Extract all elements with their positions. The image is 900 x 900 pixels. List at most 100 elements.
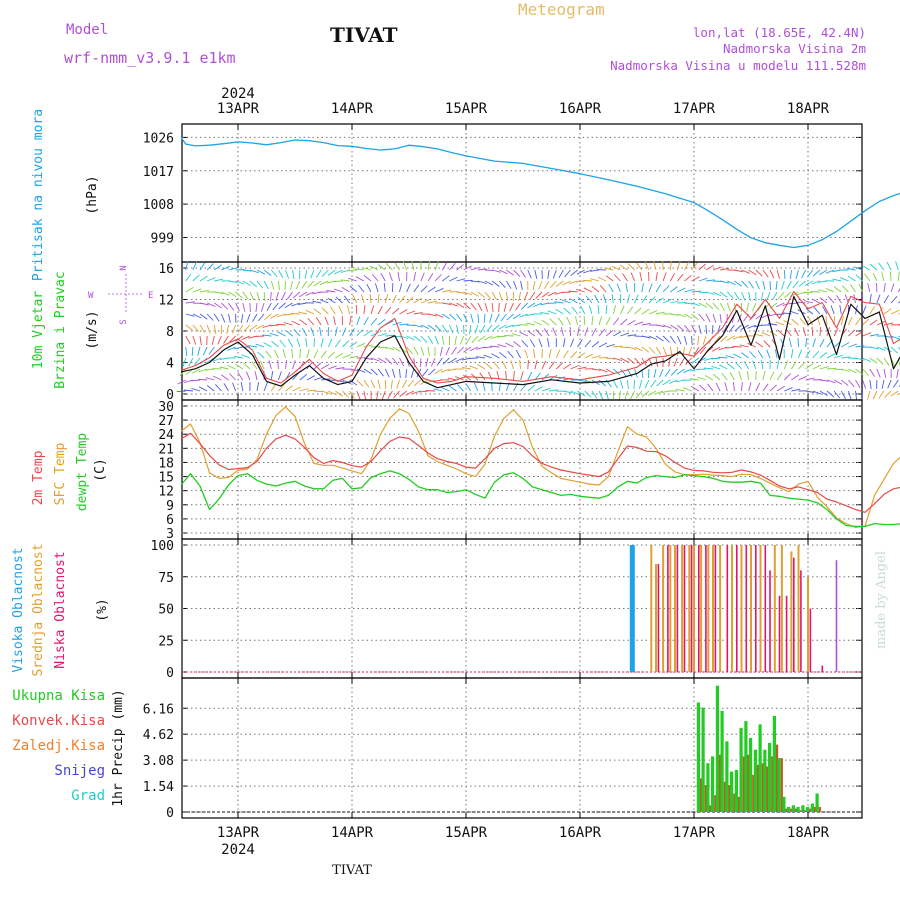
wind-barb — [541, 387, 551, 392]
mid-cloud-bar — [797, 545, 800, 672]
wind-barb — [634, 307, 642, 315]
wind-barb — [462, 374, 472, 381]
wind-barb — [282, 349, 286, 359]
wind-barb — [520, 383, 527, 392]
wind-barb — [255, 335, 265, 337]
wind-barb — [812, 269, 821, 277]
date-label-top: 13APR — [217, 101, 260, 117]
wind-barb — [683, 368, 692, 374]
wind-barb — [869, 294, 872, 304]
wind-barb — [668, 357, 671, 367]
wind-barb — [648, 296, 656, 304]
wind-barb — [568, 290, 578, 293]
wind-barb — [677, 313, 687, 318]
wind-barb — [213, 324, 217, 334]
wind-barb — [754, 333, 763, 337]
wind-barb — [194, 357, 201, 366]
wind-barb — [719, 302, 726, 312]
top-date-labels: 13APR 14APR 15APR 16APR 17APR 18APR — [217, 101, 830, 117]
wind-barb — [301, 327, 308, 337]
total-precip-bar — [725, 741, 729, 812]
total-precip-bar — [734, 769, 738, 812]
date-label-top: 18APR — [787, 101, 830, 117]
mid-cloud-bar — [807, 576, 809, 673]
wind-barb — [726, 291, 734, 299]
wind-barb — [897, 271, 900, 282]
wind-barb — [249, 291, 255, 301]
wind-barb — [305, 291, 315, 296]
station-elevation: Nadmorska Visina 2m — [723, 41, 866, 56]
wind-barb — [819, 297, 828, 304]
date-label-bottom: 16APR — [559, 825, 602, 841]
wind-barb — [412, 390, 422, 395]
wind-barb — [833, 327, 839, 337]
wind-barb — [226, 324, 229, 334]
wind-barb — [483, 354, 493, 359]
wind-barb — [477, 280, 487, 285]
date-label-top: 17APR — [673, 101, 716, 117]
wind-barb — [249, 302, 251, 313]
wind-barb — [448, 324, 454, 334]
wind-barb — [876, 368, 881, 378]
wind-barb — [296, 338, 301, 348]
legend-frozen-precip: Zaledj.Kisa — [12, 738, 105, 754]
wind-barb — [897, 287, 900, 293]
wind-barb — [491, 269, 501, 273]
total-precip-bar — [753, 749, 757, 812]
low-cloud-bar — [667, 545, 669, 672]
wind-barb — [241, 354, 251, 359]
y-tick-label: 4 — [166, 357, 174, 372]
wind-barb — [538, 338, 543, 348]
wind-barb — [385, 346, 394, 351]
wind-barb — [561, 299, 571, 304]
y-tick-label: 24 — [158, 428, 174, 443]
wind-barb — [463, 346, 472, 353]
wind-barb — [255, 302, 258, 312]
wind-barb — [490, 345, 500, 348]
wind-barb — [679, 357, 685, 366]
wind-barb — [263, 382, 268, 392]
y-tick-label: 12 — [158, 294, 174, 309]
pressure-axis-title: Pritisak na nivou mora — [31, 109, 46, 281]
wind-barb — [718, 356, 728, 359]
wind-barb — [456, 278, 466, 282]
wind-barb — [761, 313, 771, 319]
wind-barb — [659, 368, 664, 378]
wind-barb — [769, 384, 777, 392]
wind-barb — [819, 326, 822, 337]
t2m-line — [180, 432, 900, 513]
wind-barb — [555, 308, 564, 315]
mid-cloud-bar — [693, 545, 695, 672]
wind-barb — [465, 335, 472, 344]
wind-barb — [413, 379, 422, 387]
wind-barb — [704, 375, 714, 381]
wind-barb — [846, 267, 856, 271]
wind-barb — [691, 335, 693, 346]
wind-barb — [683, 387, 692, 392]
wind-barb — [307, 280, 315, 288]
wind-barb — [728, 324, 735, 333]
wind-barb — [396, 379, 400, 389]
wind-barb — [356, 390, 361, 400]
temp-unit: (C) — [93, 458, 108, 481]
low-cloud-bar — [785, 595, 788, 672]
wind-barb — [548, 349, 552, 359]
y-tick-label: 0 — [166, 666, 174, 681]
wind-barb — [260, 302, 265, 312]
wind-barb — [471, 335, 479, 344]
mid-cloud-bar — [655, 564, 657, 672]
wind-barb — [878, 390, 885, 399]
wind-barb — [235, 335, 244, 342]
wind-barb — [340, 279, 350, 282]
wind-barb — [245, 371, 251, 381]
wind-barb — [655, 272, 658, 282]
credit-text: made by Angel — [874, 551, 889, 649]
wind-barb — [776, 385, 785, 392]
wind-barb — [605, 390, 609, 400]
wind-barb — [532, 280, 536, 290]
wind-barb — [719, 291, 728, 298]
wind-barb — [841, 342, 850, 348]
wind-barb — [535, 291, 543, 299]
wind-barb — [206, 385, 215, 392]
wind-barb — [270, 313, 279, 319]
